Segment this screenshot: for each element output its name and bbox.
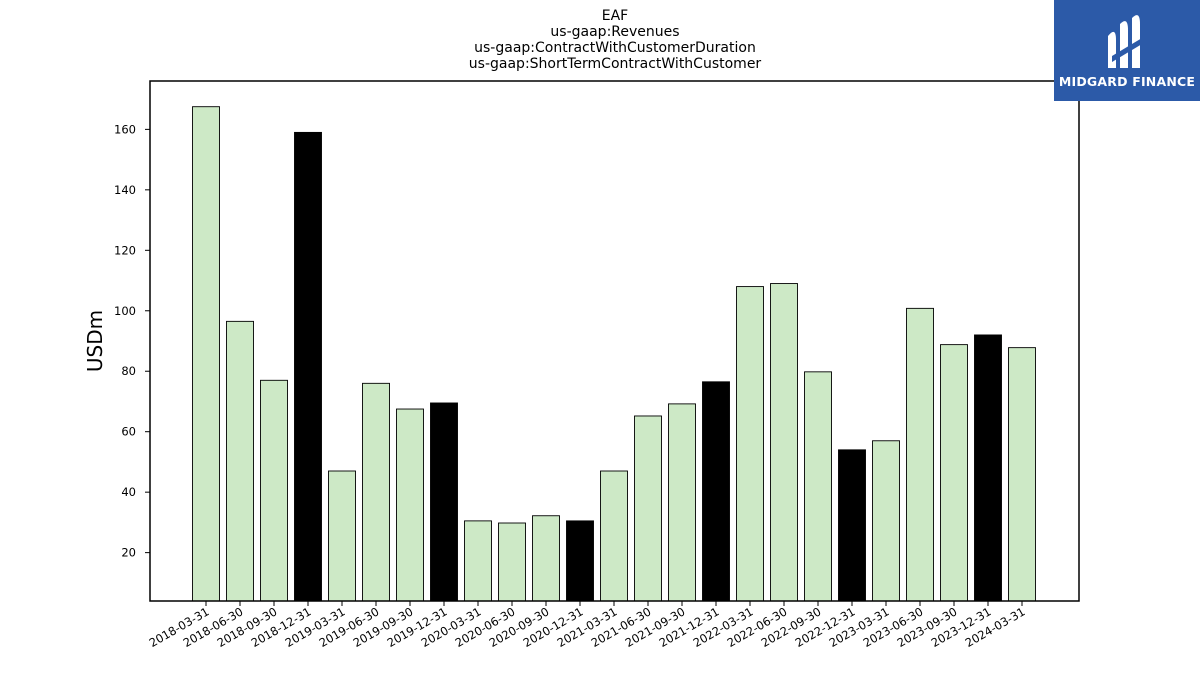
bar	[328, 470, 356, 602]
bar	[600, 470, 628, 602]
bar	[906, 307, 934, 602]
midgard-finance-logo: MIDGARD FINANCE	[1054, 0, 1200, 101]
chart-title-line: us-gaap:ContractWithCustomerDuration	[474, 40, 756, 56]
bar	[226, 320, 254, 602]
bar	[940, 344, 968, 602]
bar	[838, 449, 866, 602]
logo-text: MIDGARD FINANCE	[1058, 74, 1196, 89]
bar	[362, 382, 390, 602]
y-tick-label: 120	[114, 243, 136, 257]
y-tick-label: 140	[114, 183, 136, 197]
bar	[702, 381, 730, 602]
y-tick-label: 40	[121, 485, 136, 499]
y-axis: 20 40 60 80 100 120 140 160	[114, 122, 150, 560]
x-axis: 2018-03-312018-06-302018-09-302018-12-31…	[147, 601, 1028, 650]
bar	[532, 515, 560, 602]
chart-title: EAFus-gaap:Revenuesus-gaap:ContractWithC…	[469, 8, 762, 72]
bar	[736, 286, 764, 602]
bar	[294, 131, 322, 602]
y-tick-label: 80	[121, 364, 136, 378]
chart-title-line: us-gaap:Revenues	[550, 24, 679, 40]
bar	[770, 283, 798, 602]
bar	[804, 371, 832, 602]
midgard-logo-icon	[1108, 15, 1142, 69]
chart-title-line: us-gaap:ShortTermContractWithCustomer	[469, 56, 762, 72]
bar	[430, 402, 458, 602]
bar	[668, 403, 696, 602]
y-tick-label: 60	[121, 425, 136, 439]
chart-title-line: EAF	[602, 8, 628, 24]
bar	[974, 334, 1002, 602]
y-axis-label: USDm	[83, 310, 107, 372]
bar	[260, 379, 288, 602]
bar	[1008, 347, 1036, 602]
bar	[396, 408, 424, 602]
y-tick-label: 100	[114, 304, 136, 318]
y-tick-label: 20	[121, 546, 136, 560]
bar	[192, 106, 220, 602]
bar	[464, 520, 492, 602]
bars	[192, 106, 1036, 602]
y-tick-label: 160	[114, 122, 136, 136]
bar	[498, 522, 526, 602]
bar	[634, 415, 662, 602]
bar	[872, 440, 900, 602]
bar	[566, 520, 594, 602]
